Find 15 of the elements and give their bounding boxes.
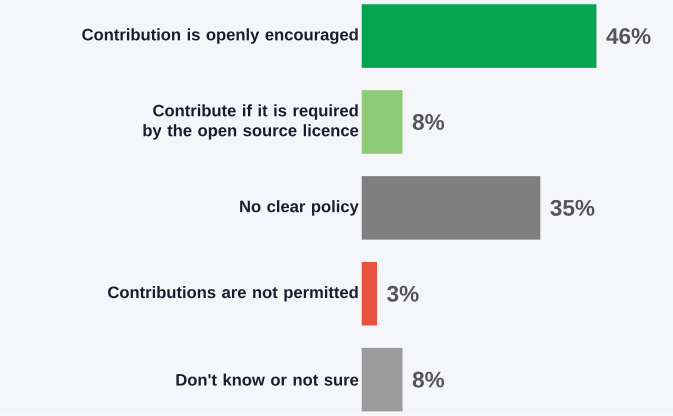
bar	[362, 348, 403, 412]
bar	[362, 262, 378, 326]
bar	[362, 90, 403, 154]
data-label: 46%	[606, 28, 651, 44]
y-tick-label: Don't know or not sure	[176, 374, 358, 386]
data-label: 8%	[412, 372, 444, 388]
y-tick-label: Contributions are not permitted	[108, 286, 358, 302]
y-tick-label: Contribution is openly encouraged	[82, 28, 358, 44]
data-label: 3%	[387, 286, 419, 302]
data-label: 8%	[412, 114, 444, 130]
bar	[362, 176, 540, 240]
y-tick-label: No clear policy	[240, 200, 359, 216]
bar	[362, 4, 596, 68]
y-tick-label: Contribute if it is required by the open source licence	[143, 104, 358, 140]
data-label: 35%	[550, 200, 594, 216]
